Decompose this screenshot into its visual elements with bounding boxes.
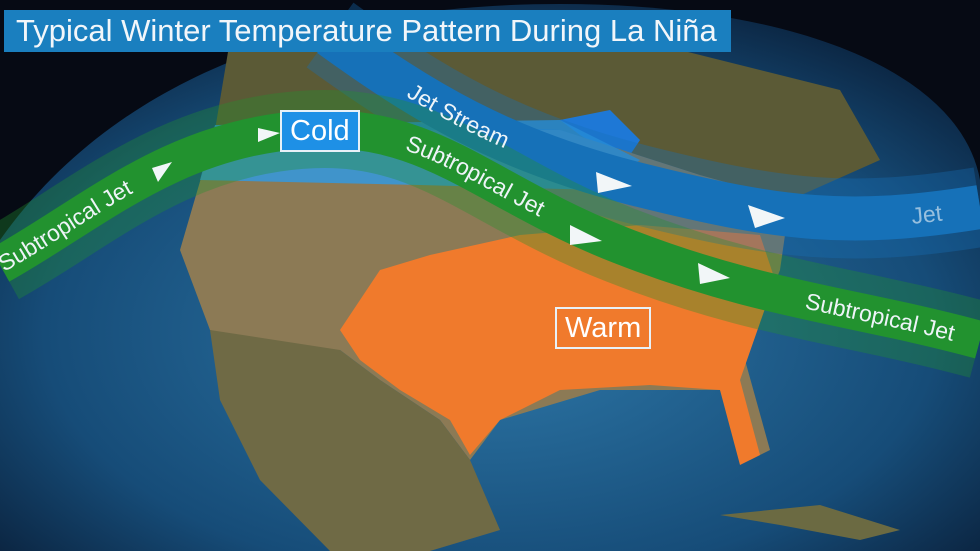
flow-arrow-icon [698,263,730,284]
flow-arrow-icon [570,225,602,245]
flow-arrow-icon [258,128,280,142]
cuba-land [720,505,900,540]
flow-arrow-icon [152,162,172,182]
mexico-land [210,330,500,551]
cold-label: Cold [280,110,360,152]
flow-arrow-icon [748,205,785,228]
map-title: Typical Winter Temperature Pattern Durin… [4,10,731,52]
jet-stream-label-right: Jet [910,200,944,229]
flow-arrow-icon [596,172,632,193]
warm-label: Warm [555,307,652,349]
